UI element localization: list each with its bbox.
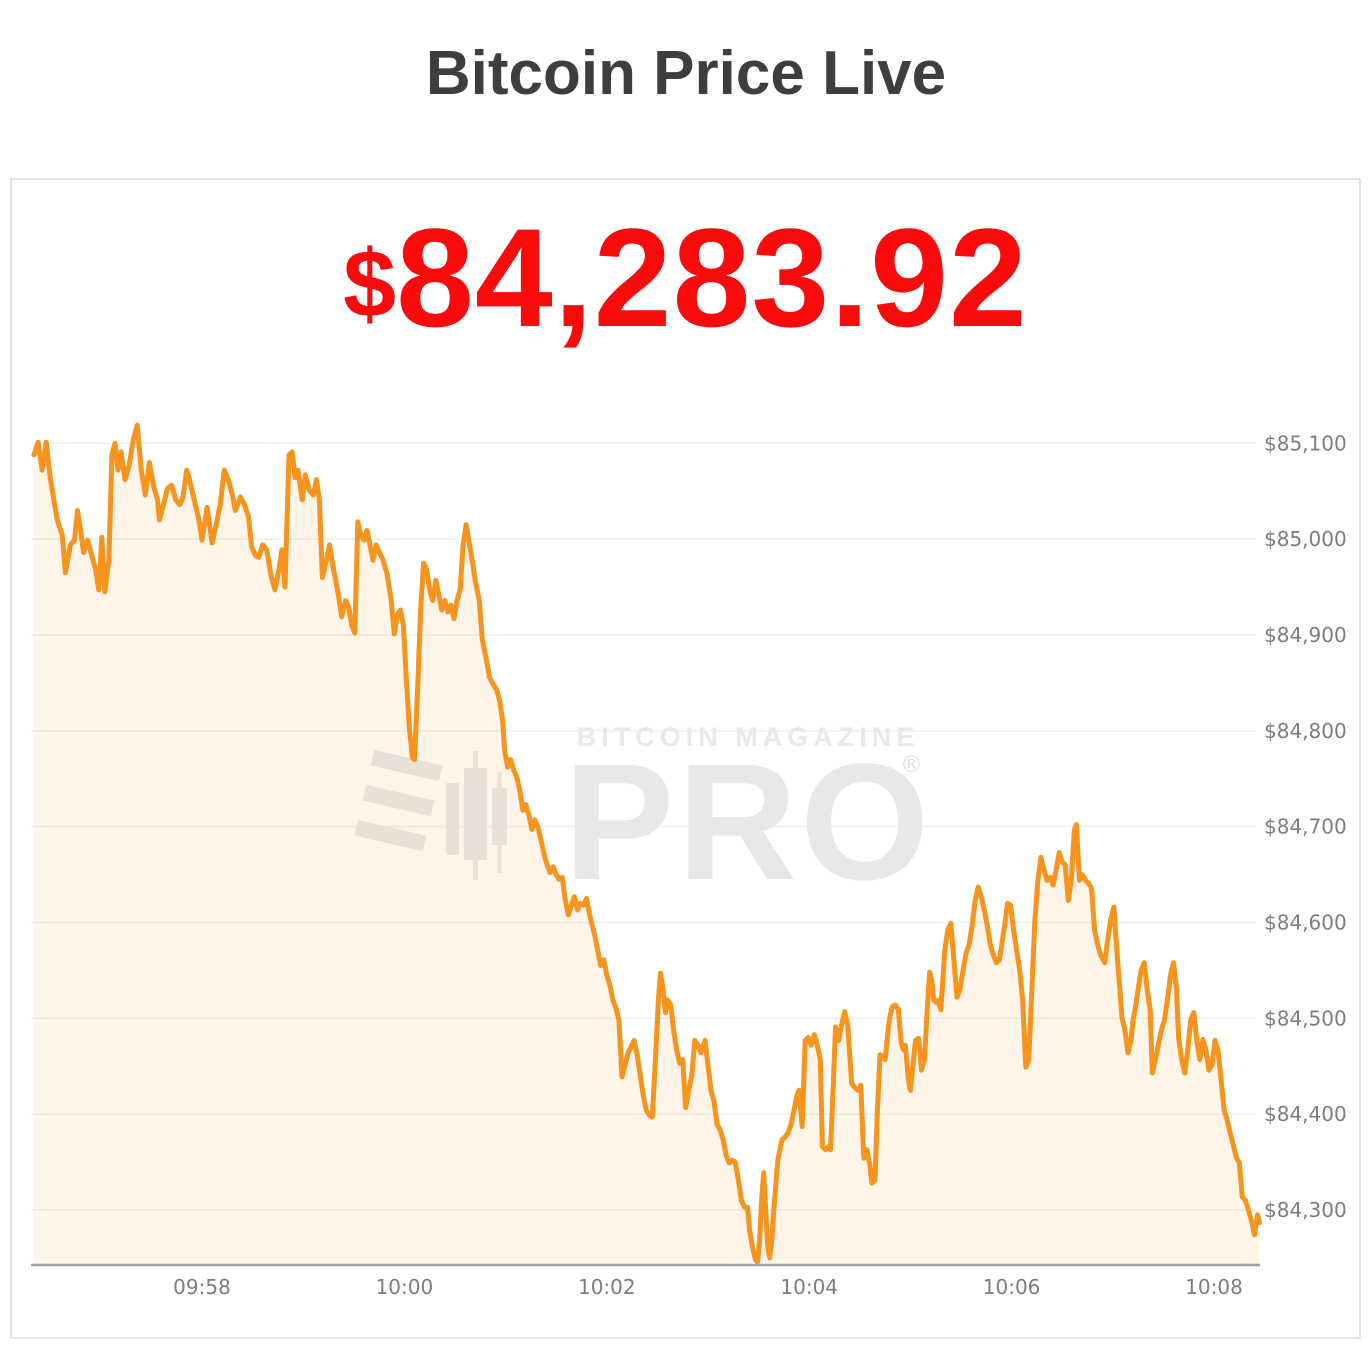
price-value: 84,283.92 — [396, 199, 1028, 356]
chart-card: BITCOIN MAGAZINE PRO ® $85,100 $85,000 $84… — [10, 178, 1361, 1339]
y-axis-tick-label: $84,300 — [1264, 1198, 1347, 1222]
y-axis-tick-label: $84,600 — [1264, 911, 1347, 935]
bitcoin-magazine-pro-watermark: BITCOIN MAGAZINE PRO ® — [354, 722, 933, 915]
live-price: $84,283.92 — [12, 208, 1359, 354]
y-axis-tick-label: $84,500 — [1264, 1006, 1347, 1030]
price-chart: BITCOIN MAGAZINE PRO ® $85,100 $85,000 $84… — [31, 422, 1347, 1299]
y-axis-tick-label: $85,000 — [1264, 527, 1347, 551]
x-axis-tick-label: 10:08 — [1185, 1275, 1243, 1299]
x-axis-tick-label: 10:06 — [983, 1275, 1041, 1299]
y-axis-tick-label: $84,900 — [1264, 623, 1347, 647]
page-title: Bitcoin Price Live — [425, 39, 947, 108]
area-fill — [34, 425, 1260, 1266]
x-axis-tick-label: 10:00 — [376, 1275, 434, 1299]
watermark-text-bitcoin-magazine: BITCOIN MAGAZINE — [577, 722, 920, 752]
currency-symbol-icon: $ — [343, 231, 397, 338]
x-axis-labels: 09:58 10:00 10:02 10:04 10:06 10:08 — [173, 1275, 1243, 1299]
x-axis-tick-label: 10:04 — [780, 1275, 838, 1299]
watermark-text-pro: PRO — [564, 730, 933, 915]
y-axis-labels: $85,100 $85,000 $84,900 $84,800 $84,700 $84,6… — [1264, 431, 1347, 1222]
y-axis-tick-label: $84,700 — [1264, 815, 1347, 839]
x-axis-tick-label: 09:58 — [173, 1275, 231, 1299]
y-axis-tick-label: $85,100 — [1264, 431, 1347, 455]
y-axis-tick-label: $84,800 — [1264, 719, 1347, 743]
y-axis-tick-label: $84,400 — [1264, 1102, 1347, 1126]
gridlines — [31, 442, 1256, 1211]
x-axis-tick-label: 10:02 — [578, 1275, 636, 1299]
watermark-logo-icon — [354, 749, 507, 880]
registered-trademark-icon: ® — [900, 752, 923, 778]
price-line — [31, 422, 1262, 1265]
